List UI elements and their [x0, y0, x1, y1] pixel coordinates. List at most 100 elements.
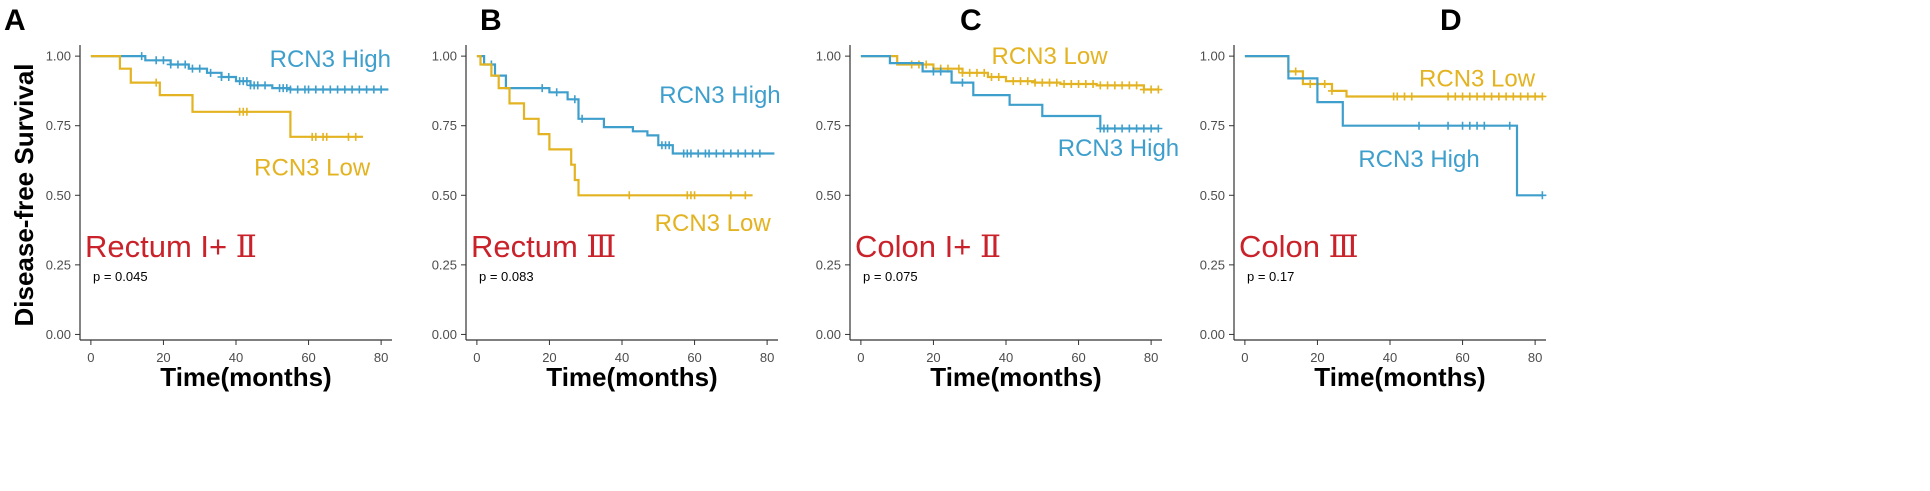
censor-mark	[980, 68, 989, 77]
censor-mark	[1494, 92, 1503, 101]
legend-low: RCN3 Low	[992, 43, 1109, 70]
censor-mark	[1458, 92, 1467, 101]
censor-mark	[282, 84, 291, 93]
censor-mark	[319, 85, 328, 94]
censor-mark	[1415, 121, 1424, 130]
panel-letter: D	[1440, 4, 1462, 37]
censor-mark	[1458, 121, 1467, 130]
y-tick-label: 0.00	[46, 327, 71, 342]
censor-mark	[1444, 121, 1453, 130]
censor-mark	[348, 85, 357, 94]
censor-mark	[1154, 124, 1163, 133]
censor-mark	[1118, 81, 1127, 90]
y-tick-label: 0.25	[1200, 257, 1225, 272]
panel-title-text: Rectum I+	[85, 229, 236, 264]
y-tick-label: 0.00	[816, 327, 841, 342]
y-tick-label: 0.75	[46, 118, 71, 133]
censor-mark	[1444, 92, 1453, 101]
panel-title-numeral: Ⅲ	[1329, 229, 1359, 265]
censor-mark	[1465, 92, 1474, 101]
x-axis-title: Time(months)	[1314, 362, 1485, 392]
censor-mark	[1147, 124, 1156, 133]
legend-low: RCN3 Low	[655, 210, 772, 237]
survival-curve-low	[476, 55, 753, 197]
censor-mark	[936, 67, 945, 76]
legend-high: RCN3 High	[659, 82, 780, 109]
censor-mark	[1320, 79, 1329, 88]
censor-mark	[188, 64, 197, 73]
x-tick-label: 40	[615, 350, 629, 365]
panel-title: Colon I+ Ⅱ	[855, 229, 1001, 265]
y-tick-label: 0.75	[816, 118, 841, 133]
x-tick-label: 20	[1310, 350, 1324, 365]
y-tick-label: 0.50	[46, 188, 71, 203]
censor-mark	[1118, 124, 1127, 133]
censor-mark	[195, 64, 204, 73]
censor-mark	[152, 78, 161, 87]
censor-mark	[726, 191, 735, 200]
censor-mark	[1132, 124, 1141, 133]
censor-mark	[1110, 124, 1119, 133]
y-tick-label: 0.00	[1200, 327, 1225, 342]
censor-mark	[665, 141, 674, 150]
censor-mark	[1067, 79, 1076, 88]
censor-mark	[242, 77, 251, 86]
censor-mark	[1538, 92, 1547, 101]
censor-mark	[137, 52, 146, 61]
x-tick-label: 0	[87, 350, 94, 365]
x-tick-label: 20	[926, 350, 940, 365]
panel-title: Colon Ⅲ	[1239, 229, 1359, 265]
panel-a: A 0.00 0.25 0.50 0.75 1.00 0 20 40 60 80 Time(month…	[4, 4, 392, 392]
x-tick-label: 60	[301, 350, 315, 365]
y-tick-label: 0.25	[816, 257, 841, 272]
censor-mark	[1147, 85, 1156, 94]
legend-high: RCN3 High	[1058, 135, 1179, 162]
censor-mark	[741, 149, 750, 158]
panel-title: Rectum I+ Ⅱ	[85, 229, 257, 265]
censor-mark	[1393, 92, 1402, 101]
legend-high: RCN3 High	[270, 46, 391, 73]
censor-mark	[1096, 81, 1105, 90]
x-tick-label: 60	[687, 350, 701, 365]
censor-mark	[929, 67, 938, 76]
legend-low: RCN3 Low	[1419, 65, 1536, 92]
y-tick-label: 0.25	[46, 257, 71, 272]
censor-mark	[965, 68, 974, 77]
x-tick-label: 40	[999, 350, 1013, 365]
censor-mark	[907, 60, 916, 69]
censor-mark	[958, 78, 967, 87]
x-axis-title: Time(months)	[160, 362, 331, 392]
panel-c: C 0.00 0.25 0.50 0.75 1.00 0 20 40 60 80 Time(month…	[816, 4, 1179, 392]
censor-mark	[712, 149, 721, 158]
censor-mark	[1505, 121, 1514, 130]
x-tick-label: 80	[1144, 350, 1158, 365]
censor-mark	[1516, 92, 1525, 101]
x-tick-label: 40	[1383, 350, 1397, 365]
censor-mark	[322, 132, 331, 141]
survival-curve-high	[476, 55, 775, 155]
x-axis-title: Time(months)	[546, 362, 717, 392]
censor-mark	[377, 85, 386, 94]
censor-mark	[741, 191, 750, 200]
p-value: p = 0.083	[479, 269, 534, 284]
censor-mark	[1125, 124, 1134, 133]
censor-mark	[1531, 92, 1540, 101]
censor-mark	[304, 85, 313, 94]
y-tick-label: 1.00	[1200, 49, 1225, 64]
censor-mark	[344, 132, 353, 141]
panel-title-text: Rectum	[471, 229, 586, 264]
censor-mark	[552, 88, 561, 97]
censor-mark	[1016, 77, 1025, 86]
censor-mark	[206, 68, 215, 77]
censor-mark	[694, 149, 703, 158]
censor-mark	[261, 81, 270, 90]
legend-low: RCN3 Low	[254, 154, 371, 181]
censor-mark	[1480, 121, 1489, 130]
x-tick-label: 20	[542, 350, 556, 365]
censor-mark	[1139, 85, 1148, 94]
panel-title-text: Colon	[1239, 229, 1329, 264]
censor-mark	[1407, 92, 1416, 101]
x-tick-label: 20	[156, 350, 170, 365]
censor-mark	[293, 85, 302, 94]
censor-mark	[1132, 81, 1141, 90]
